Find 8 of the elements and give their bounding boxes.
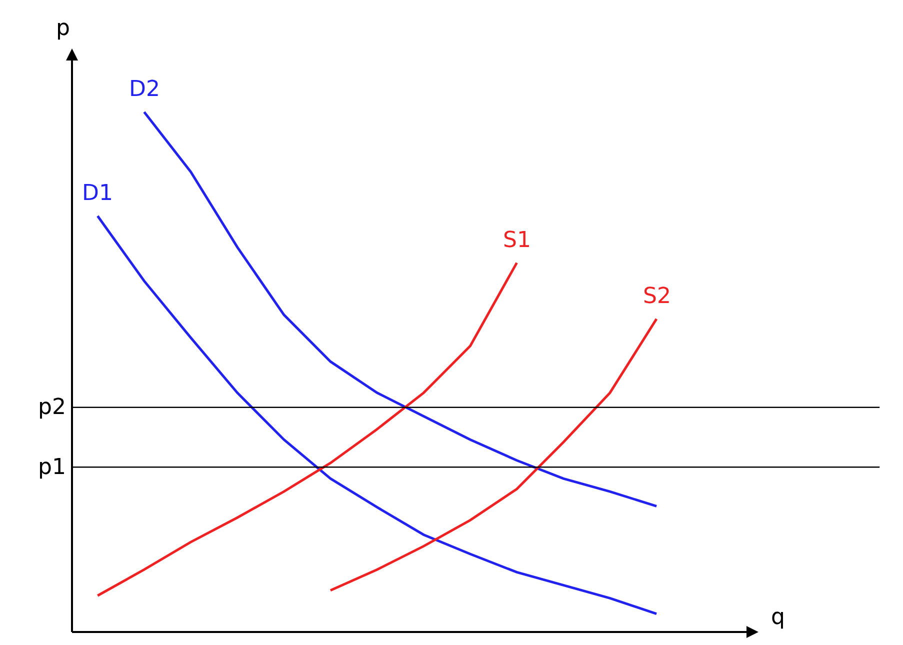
series-label: D2 — [129, 77, 160, 102]
series-label: S2 — [643, 284, 671, 309]
series-label: S1 — [503, 228, 531, 253]
series-label: D1 — [82, 181, 113, 206]
x-axis-title: q — [771, 605, 785, 630]
ref-line-label: p1 — [38, 455, 66, 480]
y-axis-title: p — [56, 16, 70, 41]
ref-line-label: p2 — [38, 395, 66, 420]
